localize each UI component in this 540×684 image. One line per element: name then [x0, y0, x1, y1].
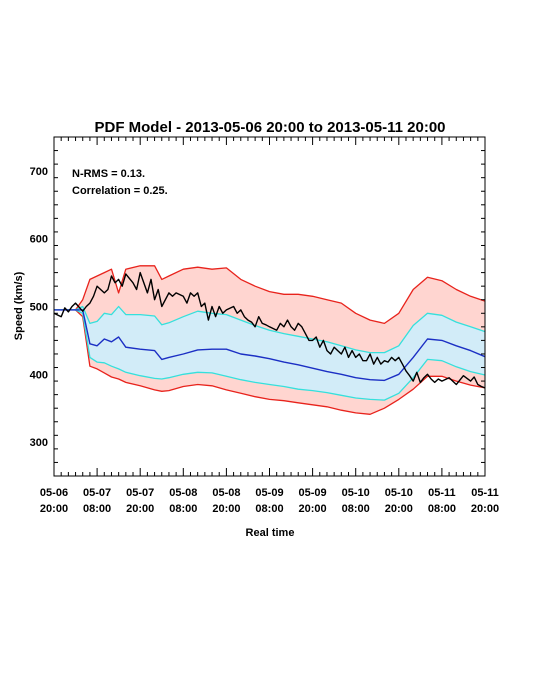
inner-upper-line	[54, 305, 486, 354]
x-tick-label-time: 20:00	[299, 503, 327, 515]
y-tick-label: 600	[30, 234, 48, 246]
y-tick-label: 700	[30, 166, 48, 178]
x-tick-label-date: 05-09	[255, 487, 283, 499]
y-axis: 300 400 500 600 700	[30, 136, 485, 477]
x-tick-label-time: 20:00	[471, 503, 499, 515]
x-tick-label-date: 05-07	[83, 487, 111, 499]
x-tick-label-date: 05-10	[385, 487, 413, 499]
inner-lower-line	[54, 309, 486, 401]
observed-line	[53, 271, 486, 389]
x-tick-label-time: 08:00	[83, 503, 111, 515]
x-tick-label-date: 05-06	[40, 487, 68, 499]
x-tick-label-time: 20:00	[40, 503, 68, 515]
nrms-annotation: N-RMS = 0.13.	[72, 168, 145, 180]
x-axis-label: Real time	[246, 527, 295, 539]
x-tick-label-time: 08:00	[169, 503, 197, 515]
y-axis-label: Speed (km/s)	[13, 271, 25, 340]
plot-area	[54, 265, 485, 415]
x-tick-label-time: 20:00	[126, 503, 154, 515]
x-axis: 05-06 20:00 05-07 08:00 05-07 20:00 05-08 08:00…	[40, 137, 499, 515]
series-lines	[53, 265, 486, 415]
y-tick-label: 300	[30, 437, 48, 449]
x-tick-label-time: 20:00	[212, 503, 240, 515]
x-tick-label-time: 20:00	[385, 503, 413, 515]
x-tick-label-date: 05-07	[126, 487, 154, 499]
x-tick-label-date: 05-08	[212, 487, 240, 499]
x-tick-label-time: 08:00	[428, 503, 456, 515]
median-line	[54, 309, 486, 382]
y-tick-label: 400	[30, 369, 48, 381]
chart-title: PDF Model - 2013-05-06 20:00 to 2013-05-…	[94, 119, 445, 136]
x-tick-label-date: 05-10	[342, 487, 370, 499]
inner-band-fill	[54, 306, 485, 401]
x-tick-label-date: 05-09	[299, 487, 327, 499]
outer-lower-line	[54, 309, 486, 415]
x-tick-label-time: 08:00	[342, 503, 370, 515]
correlation-annotation: Correlation = 0.25.	[72, 185, 168, 197]
x-tick-label-date: 05-11	[428, 487, 456, 499]
x-tick-label-date: 05-08	[169, 487, 197, 499]
x-tick-label-date: 05-11	[471, 487, 499, 499]
y-tick-label: 500	[30, 302, 48, 314]
outer-upper-line	[54, 265, 486, 325]
x-tick-label-time: 08:00	[255, 503, 283, 515]
